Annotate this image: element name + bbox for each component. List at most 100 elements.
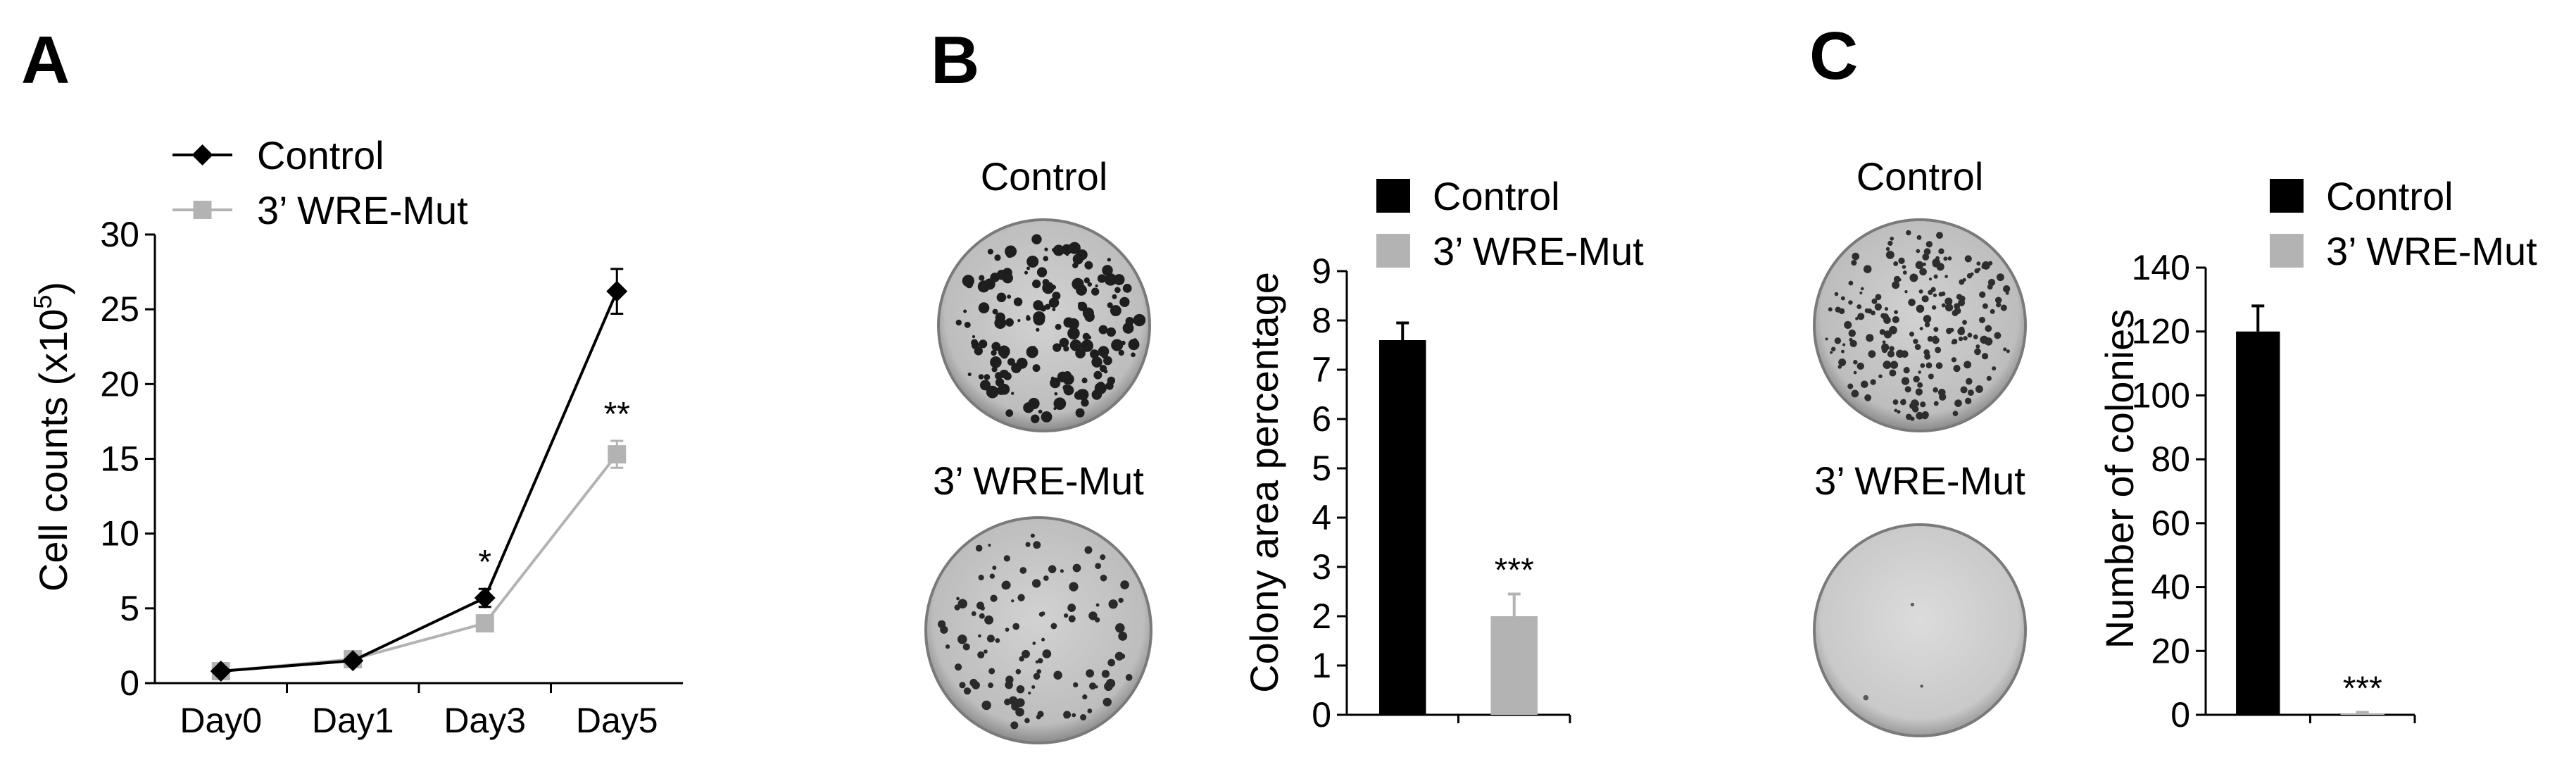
y-tick-label: 40 [2151,568,2190,607]
colony-dot [1095,284,1098,287]
y-tick-label: 15 [100,439,139,479]
colony-dot [2002,285,2011,293]
y-tick-label: 30 [100,215,139,254]
colony-dot [1952,411,1959,416]
colony-dot [978,374,984,380]
x-tick-label: Day3 [444,701,526,740]
colony-dot [1938,248,1944,255]
colony-dot [1848,329,1856,337]
colony-dot [1120,580,1129,589]
colony-dot [1935,362,1943,370]
y-tick-label: 0 [120,663,139,703]
legend-swatch [1376,234,1410,268]
colony-dot [1900,399,1906,406]
colony-dot [1042,649,1052,658]
colony-dot [1893,275,1901,283]
colony-dot [977,651,985,658]
colony-dot [1868,350,1876,358]
colony-plates-b: Control 3’ WRE-Mut [924,154,1152,744]
colony-dot [1909,273,1918,282]
colony-dot [1054,392,1058,396]
colony-dot [1913,375,1920,383]
colony-dot [1894,408,1898,413]
colony-dot [987,249,993,255]
legend-label: Control [1433,174,1560,218]
colony-dot [1015,707,1024,717]
colony-dot [1992,366,1997,371]
colony-dot [1005,680,1013,689]
colony-dot [1860,287,1864,291]
colony-dot [1043,256,1049,262]
colony-dot [1920,363,1925,368]
colony-dot [1118,597,1124,604]
colony-dot [1063,317,1074,328]
colony-dot [1853,360,1858,365]
colony-dot [1901,350,1909,358]
y-tick-label: 0 [2170,695,2190,735]
y-tick-label: 25 [100,289,139,329]
colony-dot [1902,270,1907,275]
colony-dot [1870,379,1876,385]
data-point [608,445,627,464]
colony-dot [1067,327,1080,340]
colony-dot [1088,611,1098,620]
y-tick-label: 60 [2151,504,2190,543]
colony-dot [1909,331,1915,337]
colony-dot [1008,696,1018,706]
colony-dot [1960,386,1968,394]
colony-dot [1007,358,1015,366]
colony-dot [1943,256,1948,261]
y-tick-label: 7 [1312,350,1331,389]
colony-dot [1002,273,1013,284]
significance-label: * [478,544,491,581]
data-point [606,280,628,302]
colony-dot [1032,346,1036,349]
y-tick-label: 6 [1312,399,1331,439]
colony-dot [1857,313,1865,320]
colony-dot [1068,615,1076,623]
colony-dot [972,681,980,689]
colony-dot [1947,329,1952,333]
y-tick-label: 5 [1312,449,1331,488]
colony-dot [1967,389,1974,396]
colony-dot [937,620,946,628]
colony-dot [1110,305,1121,317]
colony-dot [1856,362,1864,370]
colony-dot [1095,603,1100,607]
colony-dot [1122,283,1132,293]
colony-dot [1916,411,1924,420]
legend-swatch [2270,179,2304,213]
colony-dot [1072,713,1076,718]
colony-dot [2003,347,2007,351]
colony-dot [1913,338,1918,344]
colony-dot [1966,377,1973,385]
colony-dot [1847,383,1854,389]
colony-dot [1906,230,1911,236]
colonies-mutant-c [1863,602,1923,701]
colony-dot [1931,305,1937,310]
colony-dot [979,613,985,619]
colony-dot [1028,691,1031,695]
colony-dot [1911,399,1919,408]
colony-dot [1041,637,1045,642]
legend-label: 3’ WRE-Mut [1433,229,1644,273]
colony-dot [1851,260,1857,266]
significance-label: *** [1495,552,1534,589]
colony-dot [1987,278,1996,287]
colony-dot [1879,329,1886,335]
colony-dot [1841,349,1845,354]
colony-dot [1125,674,1133,681]
colony-dot [1019,656,1024,662]
colony-dot [1013,297,1023,306]
colony-dot [986,635,995,643]
colony-dot [1910,416,1915,421]
significance-label: *** [2343,670,2382,707]
colony-dot [1025,542,1031,547]
colony-dot [996,292,1007,303]
colony-dot [1927,336,1933,342]
colony-dot [1916,249,1921,254]
legend-label: Control [2326,174,2454,218]
colony-dot [1007,412,1012,416]
colony-dot [1859,291,1863,294]
